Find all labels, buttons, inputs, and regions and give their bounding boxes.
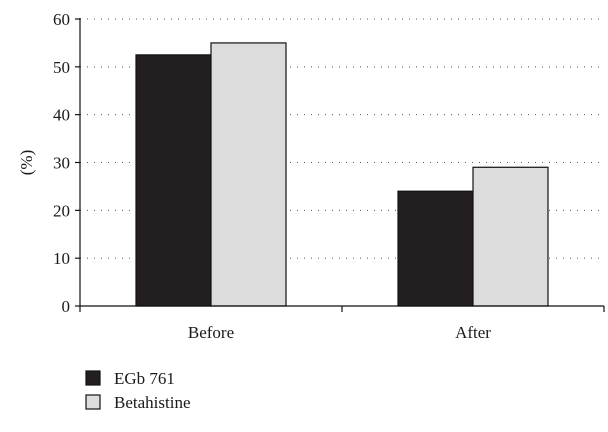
bar-after-egb-761 — [397, 190, 474, 307]
y-tick-label-40: 40 — [53, 106, 70, 125]
legend-swatch-egb-761 — [85, 370, 101, 386]
y-tick-labels: 0 10 20 30 40 50 60 — [53, 10, 70, 316]
bars — [135, 42, 549, 307]
legend-swatch-betahistine — [85, 394, 101, 410]
legend-label-betahistine: Betahistine — [114, 393, 190, 412]
axes — [75, 18, 605, 312]
bar-before-egb-761 — [135, 54, 212, 307]
y-axis-title: (%) — [17, 150, 36, 175]
legend-label-egb-761: EGb 761 — [114, 369, 175, 388]
x-category-label-after: After — [455, 323, 491, 342]
x-category-label-before: Before — [188, 323, 234, 342]
bar-after-betahistine — [472, 166, 549, 307]
legend: EGb 761 Betahistine — [85, 369, 190, 412]
y-tick-label-10: 10 — [53, 249, 70, 268]
bar-before-betahistine — [210, 42, 287, 307]
y-tick-label-50: 50 — [53, 58, 70, 77]
y-tick-label-30: 30 — [53, 154, 70, 173]
y-tick-label-60: 60 — [53, 10, 70, 29]
y-tick-label-20: 20 — [53, 201, 70, 220]
x-category-labels: Before After — [188, 323, 491, 342]
y-tick-label-0: 0 — [62, 297, 71, 316]
